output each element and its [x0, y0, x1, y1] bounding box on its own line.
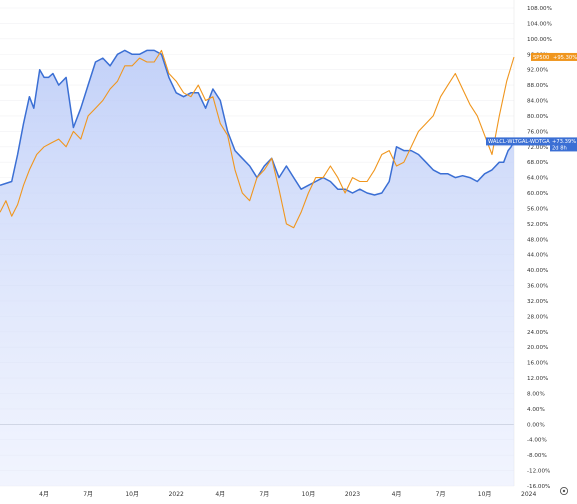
sp500-value-tag	[551, 52, 577, 61]
sp500-name-tag	[531, 52, 551, 61]
y-tick-label: 36.00%	[527, 284, 548, 290]
x-tick-label: 10月	[125, 491, 139, 498]
walcl-name-label: WALCL-WLTGAL-WDTGAL	[488, 139, 553, 145]
area-fill	[0, 50, 514, 487]
walcl-name-tag	[486, 137, 550, 146]
y-tick-label: 92.00%	[527, 68, 548, 74]
y-tick-label: 20.00%	[527, 345, 548, 351]
y-tick-label: -16.00%	[527, 484, 550, 490]
series-line-1	[0, 49, 515, 229]
y-axis: 108.00%104.00%100.00%96.00%92.00%88.00%8…	[527, 6, 552, 490]
y-tick-label: -12.00%	[527, 469, 550, 475]
walcl-countdown-label: 2d 8h	[552, 145, 567, 151]
y-tick-label: 12.00%	[527, 376, 548, 382]
y-tick-label: 84.00%	[527, 99, 548, 105]
y-tick-label: 40.00%	[527, 268, 548, 274]
x-tick-label: 4月	[392, 491, 402, 498]
walcl-value-label: +73.39%	[552, 139, 576, 145]
y-tick-label: 4.00%	[527, 407, 545, 413]
x-tick-label: 10月	[478, 491, 492, 498]
y-tick-label: 28.00%	[527, 314, 548, 320]
walcl-value-tag	[550, 137, 577, 152]
x-axis: 4月 7月 10月 2022 4月 7月 10月 2023 4月 7月 10月 2024	[39, 491, 536, 498]
x-tick-label: 4月	[39, 491, 49, 498]
y-tick-label: 16.00%	[527, 361, 548, 367]
x-tick-label: 10月	[302, 491, 316, 498]
y-tick-label: -8.00%	[527, 453, 547, 459]
series-area-0	[0, 50, 514, 487]
y-tick-label: 64.00%	[527, 176, 548, 182]
y-tick-label: -4.00%	[527, 438, 547, 444]
gear-icon-center	[562, 489, 566, 493]
y-tick-label: 108.00%	[527, 6, 552, 12]
y-tick-label: 52.00%	[527, 222, 548, 228]
sp500-name-label: SP500	[533, 55, 549, 61]
y-tick-label: 88.00%	[527, 83, 548, 89]
sp500-value-label: +95.30%	[553, 55, 577, 61]
y-tick-label: 48.00%	[527, 237, 548, 243]
x-tick-label: 7月	[259, 491, 269, 498]
x-tick-label: 2023	[345, 491, 360, 498]
x-tick-label: 2022	[169, 491, 184, 498]
x-tick-label: 4月	[215, 491, 225, 498]
settings-button[interactable]	[559, 486, 569, 496]
y-tick-label: 24.00%	[527, 330, 548, 336]
x-tick-label: 7月	[436, 491, 446, 498]
y-tick-label: 44.00%	[527, 253, 548, 259]
series-lines	[0, 49, 515, 229]
y-tick-label: 72.00%	[527, 145, 548, 151]
y-tick-label: 0.00%	[527, 422, 545, 428]
x-tick-label: 7月	[83, 491, 93, 498]
y-tick-label: 100.00%	[527, 37, 552, 43]
y-tick-label: 60.00%	[527, 191, 548, 197]
y-tick-label: 56.00%	[527, 206, 548, 212]
y-tick-label: 76.00%	[527, 129, 548, 135]
series-line-0	[0, 49, 515, 196]
gear-icon	[559, 486, 569, 496]
end-labels: SP500 +95.30% WALCL-WLTGAL-WDTGAL +73.39%2d…	[486, 52, 577, 152]
y-tick-label: 80.00%	[527, 114, 548, 120]
y-tick-label: 32.00%	[527, 299, 548, 305]
y-tick-label: 104.00%	[527, 21, 552, 27]
y-tick-label: 8.00%	[527, 391, 545, 397]
x-tick-label: 2024	[521, 491, 536, 498]
y-tick-label: 68.00%	[527, 160, 548, 166]
